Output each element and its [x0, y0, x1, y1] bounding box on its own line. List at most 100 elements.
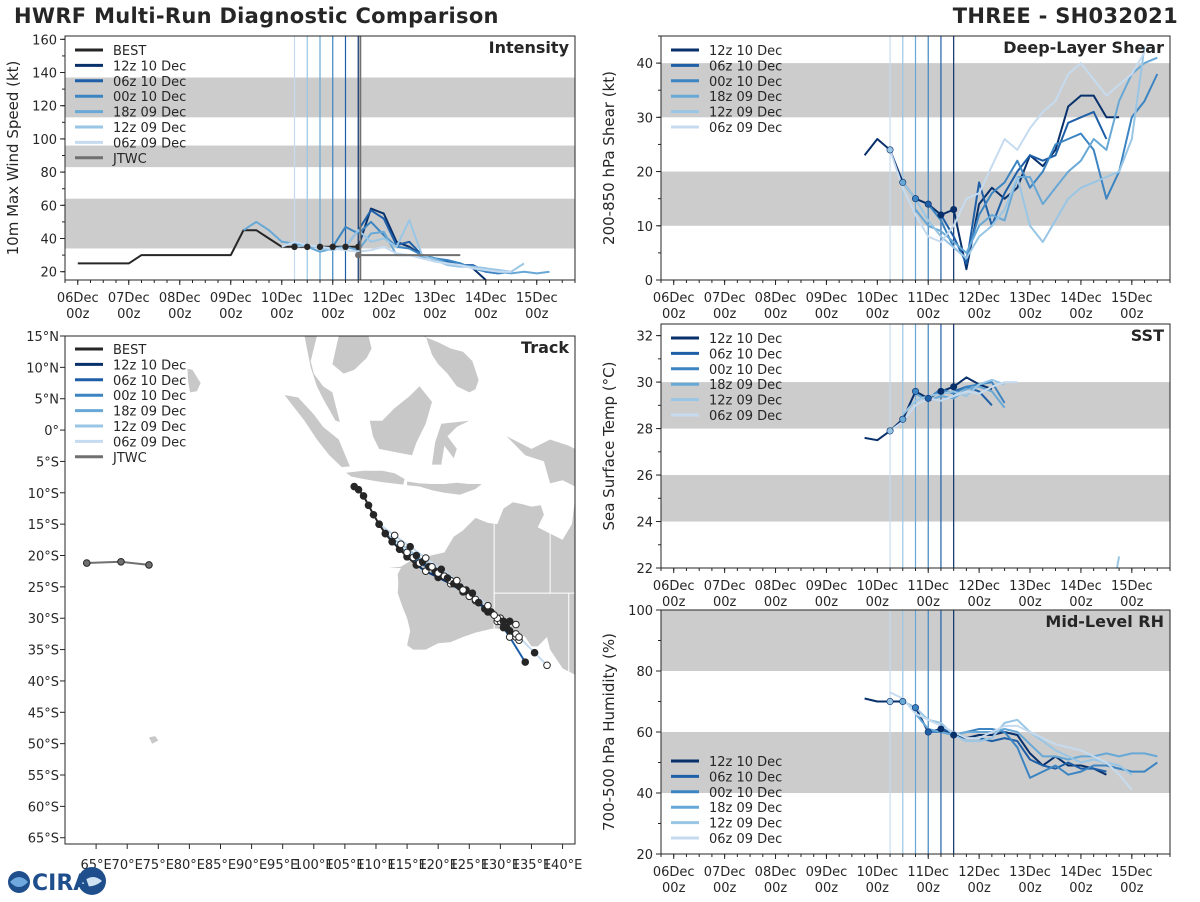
track-xtick-label-12: 125°E	[450, 858, 490, 873]
track-xtick-label-5: 90°E	[236, 858, 267, 873]
shear-xtick-sublabel-3: 00z	[815, 307, 839, 322]
shear-xtick-sublabel-1: 00z	[713, 307, 737, 322]
indochina-land	[332, 336, 372, 374]
intensity-xtick-sublabel-6: 00z	[372, 307, 396, 322]
intensity-ytick-label-7: 160	[32, 33, 57, 48]
intensity-panel-title: Intensity	[489, 38, 570, 57]
rh-xtick-label-5: 11Dec	[907, 865, 949, 880]
intensity-xtick-label-8: 14Dec	[465, 291, 507, 306]
track-marker	[359, 492, 368, 500]
sst-init-marker-1	[899, 415, 907, 423]
intensity-xtick-label-1: 07Dec	[108, 291, 150, 306]
rh-init-marker-3	[924, 728, 932, 736]
rh-xtick-sublabel-0: 00z	[662, 881, 686, 896]
track-marker	[502, 623, 511, 632]
sst-xtick-label-6: 12Dec	[958, 579, 1000, 594]
rh-xtick-sublabel-6: 00z	[967, 881, 991, 896]
rh-xtick-label-3: 09Dec	[806, 865, 848, 880]
land-group	[149, 336, 575, 744]
sst-ytick-label-4: 30	[636, 376, 653, 391]
intensity-ytick-label-0: 20	[40, 266, 57, 281]
track-xtick-label-1: 70°E	[112, 858, 143, 873]
rh-xtick-sublabel-7: 00z	[1018, 881, 1042, 896]
rh-legend-label-3: 18z 09 Dec	[709, 801, 782, 816]
track-marker	[412, 551, 421, 560]
java-land	[346, 470, 405, 485]
sst-xtick-label-4: 10Dec	[856, 579, 898, 594]
intensity-xtick-label-0: 06Dec	[57, 291, 99, 306]
philippines-land	[422, 336, 479, 393]
lesser-sunda-land	[407, 481, 482, 495]
rh-ytick-label-2: 60	[636, 726, 653, 741]
shear-init-marker-5	[950, 206, 958, 214]
sst-legend-label-3: 18z 09 Dec	[709, 378, 782, 393]
intensity-best-marker-3	[329, 243, 336, 251]
sulawesi-land	[432, 420, 470, 465]
sst-ytick-label-1: 24	[636, 516, 653, 531]
shear-xtick-sublabel-9: 00z	[1120, 307, 1144, 322]
shear-xtick-sublabel-0: 00z	[662, 307, 686, 322]
sst-xtick-sublabel-4: 00z	[866, 595, 890, 610]
track-marker	[390, 531, 399, 540]
rh-legend-label-5: 06z 09 Dec	[709, 832, 782, 847]
intensity-legend-label-6: 06z 09 Dec	[113, 136, 186, 151]
intensity-ylabel: 10m Max Wind Speed (kt)	[4, 61, 22, 256]
sst-legend-label-1: 06z 10 Dec	[709, 347, 782, 362]
intensity-xtick-sublabel-2: 00z	[168, 307, 192, 322]
figure-title: HWRF Multi-Run Diagnostic Comparison	[14, 4, 499, 28]
sst-xtick-label-0: 06Dec	[653, 579, 695, 594]
sst-xtick-label-9: 15Dec	[1111, 579, 1153, 594]
intensity-legend-label-4: 18z 09 Dec	[113, 106, 186, 121]
sst-init-marker-5	[950, 383, 958, 391]
rh-panel: 2040608010006Dec00z07Dec00z08Dec00z09Dec…	[600, 604, 1171, 896]
track-marker	[490, 611, 498, 619]
track-marker	[443, 574, 452, 582]
intensity-xtick-label-3: 09Dec	[210, 291, 252, 306]
track-legend-label-0: BEST	[113, 343, 146, 358]
sst-panel-title: SST	[1131, 326, 1164, 345]
track-legend-label-5: 12z 09 Dec	[113, 420, 186, 435]
track-ytick-label-7: 20°S	[28, 550, 59, 565]
storm-id-title: THREE - SH032021	[952, 4, 1178, 28]
track-ytick-label-10: 35°S	[28, 644, 59, 659]
intensity-ytick-label-3: 80	[40, 166, 57, 181]
intensity-ytick-label-2: 60	[40, 199, 57, 214]
logo-text: CIRA	[32, 871, 90, 896]
track-xtick-label-8: 105°E	[325, 858, 365, 873]
sst-legend-label-0: 12z 10 Dec	[709, 332, 782, 347]
track-ytick-label-4: 5°S	[36, 455, 59, 470]
track-ytick-label-11: 40°S	[28, 675, 59, 690]
shear-init-marker-4	[937, 211, 945, 219]
track-ytick-label-8: 25°S	[28, 581, 59, 596]
shear-xtick-label-3: 09Dec	[806, 291, 848, 306]
rh-xtick-sublabel-8: 00z	[1069, 881, 1093, 896]
rh-init-marker-0	[886, 697, 894, 705]
track-ytick-label-1: 10°N	[26, 361, 59, 376]
sst-series-group	[864, 376, 1121, 568]
shear-xtick-label-6: 12Dec	[958, 291, 1000, 306]
sst-ytick-label-0: 22	[636, 562, 653, 577]
australia-land	[388, 499, 575, 675]
track-frame	[64, 335, 576, 845]
shear-xtick-label-7: 13Dec	[1009, 291, 1051, 306]
track-marker	[521, 658, 530, 666]
rh-xtick-sublabel-4: 00z	[866, 881, 890, 896]
sst-xtick-sublabel-0: 00z	[662, 595, 686, 610]
rh-series-06z-09-dec	[889, 691, 1133, 791]
track-marker	[364, 501, 373, 510]
sst-xtick-sublabel-7: 00z	[1018, 595, 1042, 610]
sst-ylabel: Sea Surface Temp (°C)	[600, 361, 618, 530]
track-panel: 15°N 10°N 5°N 0° 5°S 10°S 15°S 20°S 25°S 30°S 35°S…	[26, 330, 582, 873]
track-marker	[381, 529, 390, 538]
sst-ytick-label-2: 26	[636, 469, 653, 484]
intensity-legend-label-0: BEST	[113, 44, 146, 59]
track-legend-label-2: 06z 10 Dec	[113, 374, 186, 389]
shear-xtick-label-2: 08Dec	[755, 291, 797, 306]
rh-ytick-label-0: 20	[636, 848, 653, 863]
intensity-best-marker-1	[304, 243, 311, 251]
shear-series-06z-09-dec	[889, 51, 1146, 243]
track-marker	[145, 561, 153, 569]
rh-xtick-label-1: 07Dec	[704, 865, 746, 880]
track-xtick-label-6: 95°E	[267, 858, 298, 873]
rh-series-group	[864, 691, 1158, 791]
